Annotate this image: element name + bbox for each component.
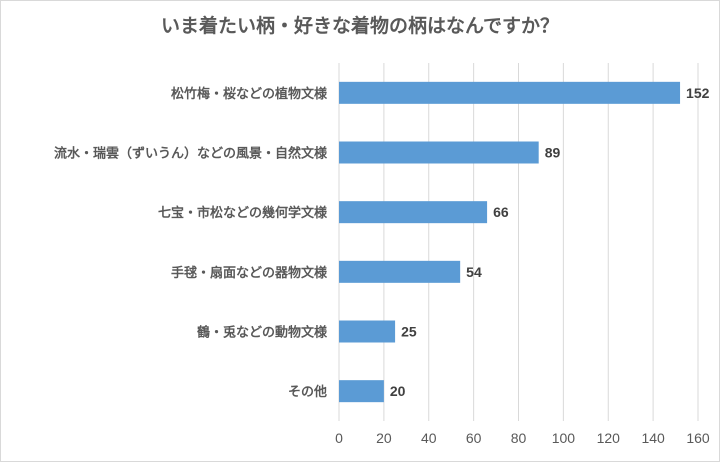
category-label-2: 七宝・市松などの幾何学文様 (158, 205, 328, 221)
value-label-4: 25 (401, 324, 417, 340)
category-label-5: その他 (288, 384, 327, 400)
value-label-5: 20 (390, 383, 406, 399)
x-tick-label-1: 20 (376, 430, 392, 446)
category-label-1: 流水・瑞雲（ずいうん）などの風景・自然文様 (54, 146, 328, 162)
x-tick-label-5: 100 (552, 430, 576, 446)
bar-4 (339, 320, 396, 343)
value-label-1: 89 (545, 145, 561, 161)
bar-3 (339, 260, 461, 283)
chart-title: いま着たい柄・好きな着物の柄はなんですか？ (160, 15, 560, 37)
category-label-3: 手毬・扇面などの器物文様 (171, 265, 328, 281)
x-tick-label-6: 120 (597, 430, 621, 446)
value-label-2: 66 (493, 204, 509, 220)
x-tick-label-0: 0 (335, 430, 343, 446)
bar-1 (339, 141, 539, 164)
x-tick-label-3: 60 (466, 430, 482, 446)
value-label-3: 54 (466, 264, 482, 280)
bar-0 (339, 81, 681, 104)
value-label-0: 152 (686, 85, 710, 101)
x-tick-label-7: 140 (641, 430, 665, 446)
x-tick-label-8: 160 (686, 430, 710, 446)
category-label-4: 鶴・兎などの動物文様 (197, 325, 328, 341)
bar-5 (339, 380, 384, 403)
x-tick-label-2: 40 (421, 430, 437, 446)
x-tick-label-4: 80 (511, 430, 527, 446)
category-label-0: 松竹梅・桜などの植物文様 (171, 86, 328, 102)
bar-2 (339, 201, 488, 224)
